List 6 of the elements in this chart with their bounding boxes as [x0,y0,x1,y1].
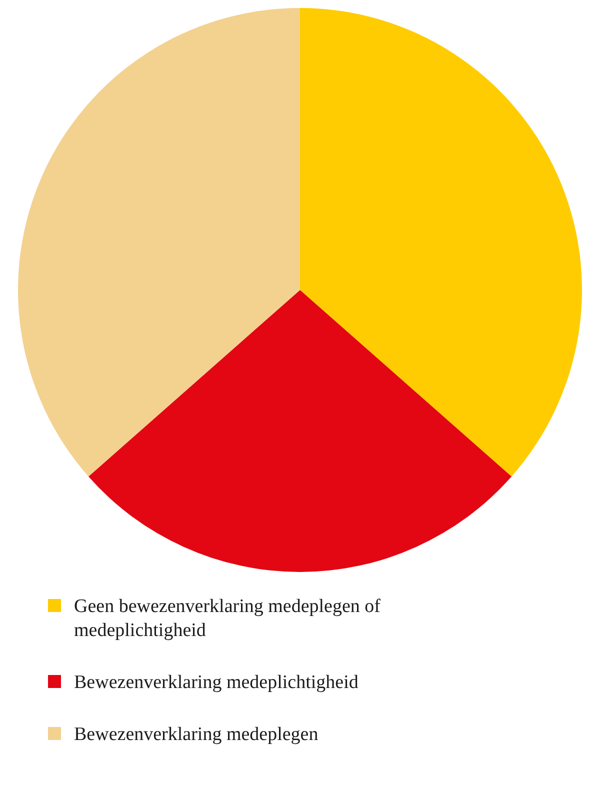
pie-slice [300,8,582,476]
pie-slice [88,290,512,572]
legend-label: Bewezenverklaring medeplichtigheid [74,672,359,693]
pie-slice [18,8,300,476]
legend-label: Geen bewezenverklaring medeplegen of medeplichtigheid [74,596,382,641]
legend-label: Bewezenverklaring medeplegen [74,724,319,745]
